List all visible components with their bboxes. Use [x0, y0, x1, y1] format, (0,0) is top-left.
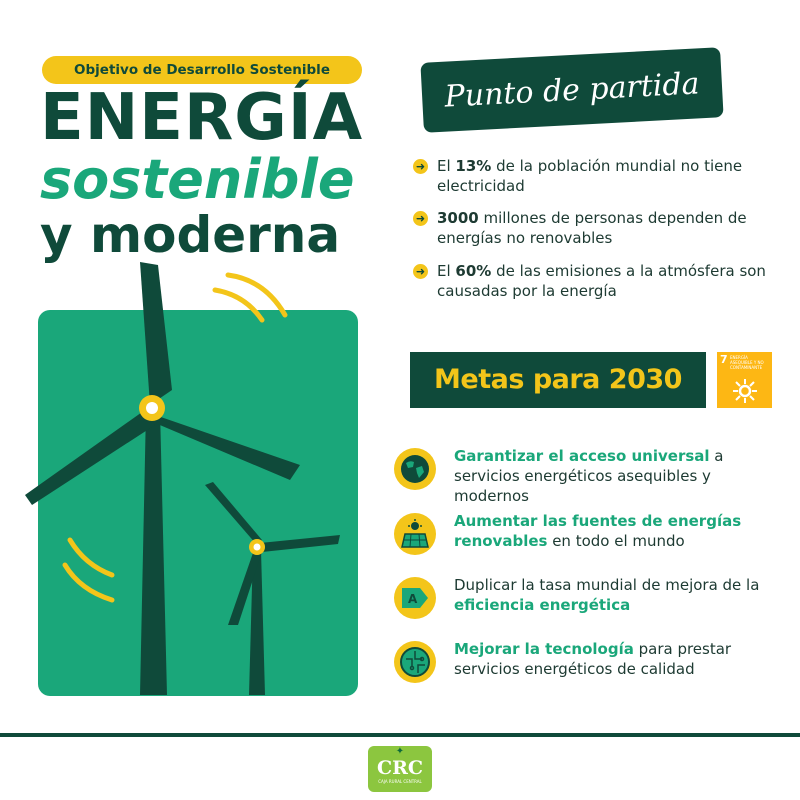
turbine-panel	[38, 310, 358, 696]
goal-item: Aumentar las fuentes de energías renovab…	[390, 509, 790, 559]
arrow-icon: ➜	[413, 159, 428, 174]
footer-divider	[0, 733, 800, 737]
arrow-icon: ➜	[413, 211, 428, 226]
big-tower	[140, 410, 167, 695]
title-line-2: sostenible	[40, 148, 355, 211]
metas-heading: Metas para 2030	[410, 352, 706, 408]
blade	[228, 550, 262, 625]
blade	[140, 262, 172, 405]
crc-logo: ✦ CRC CAJA RURAL CENTRAL	[368, 746, 432, 792]
sdg-pill: Objetivo de Desarrollo Sostenible	[42, 56, 362, 84]
stat-bullet: ➜ 3000 millones de personas dependen de e…	[413, 208, 795, 248]
wind-turbines-illustration	[25, 262, 340, 695]
title-line-1: ENERGÍA	[40, 81, 364, 155]
solar-panel-icon	[394, 513, 436, 555]
title-line-3: y moderna	[40, 206, 341, 264]
goal-item: A Duplicar la tasa mundial de mejora de …	[390, 573, 790, 623]
sdg-7-badge: 7 ENERGÍA ASEQUIBLE Y NO CONTAMINANTE	[717, 352, 772, 408]
blade	[25, 410, 155, 505]
leaf-icon: ✦	[395, 746, 405, 757]
circuit-icon	[394, 641, 436, 683]
small-tower	[249, 550, 265, 695]
stat-bullet: ➜ El 13% de la población mundial no tiene…	[413, 156, 795, 196]
goal-item: Garantizar el acceso universal a servici…	[390, 444, 790, 505]
motion-lines	[62, 272, 288, 603]
goal-item: Mejorar la tecnología para prestar servi…	[390, 637, 790, 687]
blade	[205, 482, 262, 545]
energy-rating-a-icon: A	[394, 577, 436, 619]
blade	[148, 415, 300, 480]
stat-bullet: ➜ El 60% de las emisiones a la atmósfera …	[413, 261, 795, 301]
punto-de-partida-heading: Punto de partida	[420, 47, 724, 133]
svg-text:A: A	[408, 592, 418, 606]
blade	[260, 535, 340, 552]
globe-icon	[394, 448, 436, 490]
sun-icon	[733, 379, 757, 403]
arrow-icon: ➜	[413, 264, 428, 279]
